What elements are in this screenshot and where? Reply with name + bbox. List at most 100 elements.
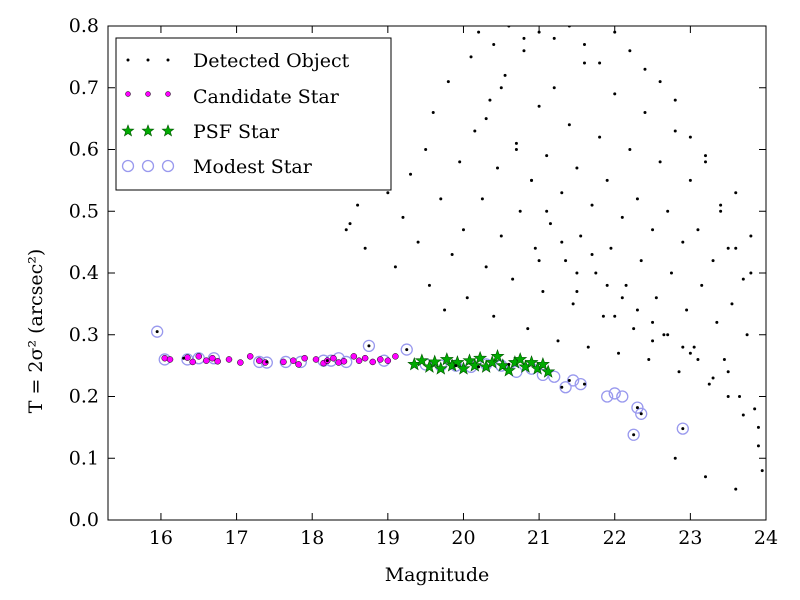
detected-object-point <box>658 160 662 164</box>
detected-object-point <box>582 61 586 65</box>
y-tick-label: 0.8 <box>69 15 99 37</box>
legend-marker-modest-star <box>141 159 155 173</box>
detected-object-point <box>639 412 643 416</box>
detected-object-point <box>613 92 617 96</box>
detected-object-point <box>753 407 757 411</box>
legend-marker-candidate-star <box>165 91 171 97</box>
psf-star-point <box>439 352 454 366</box>
detected-object-point <box>741 413 745 417</box>
candidate-star-point <box>189 358 196 366</box>
detected-object-point <box>703 475 707 479</box>
detected-object-point <box>601 314 605 318</box>
detected-object-point <box>545 154 549 158</box>
detected-object-point <box>688 135 692 139</box>
detected-object-point <box>741 277 745 281</box>
candidate-star-point <box>377 356 384 363</box>
detected-object-point <box>514 148 518 151</box>
detected-object-point <box>700 283 704 287</box>
detected-object-point <box>635 406 639 410</box>
detected-object-point <box>431 110 435 114</box>
legend-label: Detected Object <box>193 50 350 72</box>
detected-object-point <box>745 333 749 337</box>
detected-object-point <box>669 271 673 275</box>
detected-object-point <box>518 209 522 213</box>
detected-object-point <box>685 308 689 312</box>
modest-star-point <box>631 401 644 414</box>
detected-object-point <box>575 290 579 294</box>
detected-object-point <box>454 364 458 368</box>
detected-object-point <box>707 382 711 386</box>
y-tick-label: 0.7 <box>69 77 99 99</box>
detected-object-point <box>666 333 670 337</box>
detected-object-point <box>526 327 530 331</box>
psf-star-point <box>524 355 539 369</box>
x-tick-label: 17 <box>224 527 248 549</box>
detected-object-point <box>719 203 723 207</box>
detected-object-point <box>356 203 360 207</box>
detected-object-point <box>749 271 753 275</box>
detected-object-point <box>662 333 666 337</box>
modest-star-point <box>548 370 561 383</box>
detected-object-point <box>749 234 753 238</box>
detected-object-point <box>492 314 496 318</box>
legend-marker-psf-star <box>161 124 175 137</box>
detected-object-point <box>503 73 507 77</box>
psf-star-point <box>433 361 448 375</box>
psf-star-point <box>501 363 516 377</box>
candidate-star-point <box>335 359 342 366</box>
detected-object-point <box>458 160 462 164</box>
x-tick-label: 23 <box>678 527 702 549</box>
detected-object-point <box>446 80 450 84</box>
candidate-star-point <box>301 354 308 362</box>
candidate-star-point <box>280 358 287 366</box>
legend-marker-candidate-star <box>145 91 151 97</box>
detected-object-point <box>567 123 571 127</box>
modest-star-point <box>559 381 572 394</box>
detected-object-point <box>711 259 715 263</box>
psf-star-point <box>414 353 429 367</box>
detected-object-point <box>507 362 511 366</box>
candidate-star-point <box>161 354 168 362</box>
detected-object-point <box>594 271 598 275</box>
detected-object-point <box>537 259 541 263</box>
candidate-star-point <box>203 357 210 364</box>
psf-star-point <box>485 355 500 369</box>
detected-object-point <box>590 203 594 207</box>
detected-object-point <box>582 382 586 386</box>
candidate-star-point <box>384 357 392 364</box>
detected-object-point <box>367 344 371 348</box>
detected-object-point <box>552 36 556 40</box>
detected-object-point <box>635 197 639 201</box>
legend-marker-psf-star <box>141 124 155 137</box>
detected-object-point <box>541 290 545 294</box>
detected-object-point <box>363 246 367 250</box>
detected-object-point <box>681 427 685 431</box>
detected-object-point <box>651 339 655 343</box>
detected-object-point <box>681 240 685 244</box>
psf-star-point <box>473 350 488 365</box>
candidate-star-point <box>330 354 337 362</box>
detected-object-point <box>530 178 534 182</box>
x-tick-label: 21 <box>527 527 551 549</box>
detected-object-point <box>499 86 503 90</box>
modest-star-point <box>635 407 648 420</box>
y-tick-label: 0.5 <box>69 200 99 222</box>
candidate-star-point <box>355 357 363 364</box>
modest-star-point <box>627 428 640 441</box>
detected-object-point <box>635 308 639 312</box>
detected-object-point <box>673 129 677 133</box>
detected-object-point <box>560 191 564 195</box>
psf-star-point <box>535 357 550 371</box>
candidate-star-point <box>209 354 216 362</box>
detected-object-point <box>537 104 541 108</box>
detected-object-point <box>465 296 469 300</box>
detected-object-point <box>586 345 590 349</box>
detected-object-point <box>711 376 715 380</box>
detected-object-point <box>514 141 518 145</box>
detected-object-point <box>715 320 719 324</box>
y-tick-label: 0.6 <box>69 139 99 161</box>
detected-object-point <box>734 191 738 195</box>
detected-object-point <box>488 98 492 102</box>
x-tick-label: 20 <box>451 527 475 549</box>
